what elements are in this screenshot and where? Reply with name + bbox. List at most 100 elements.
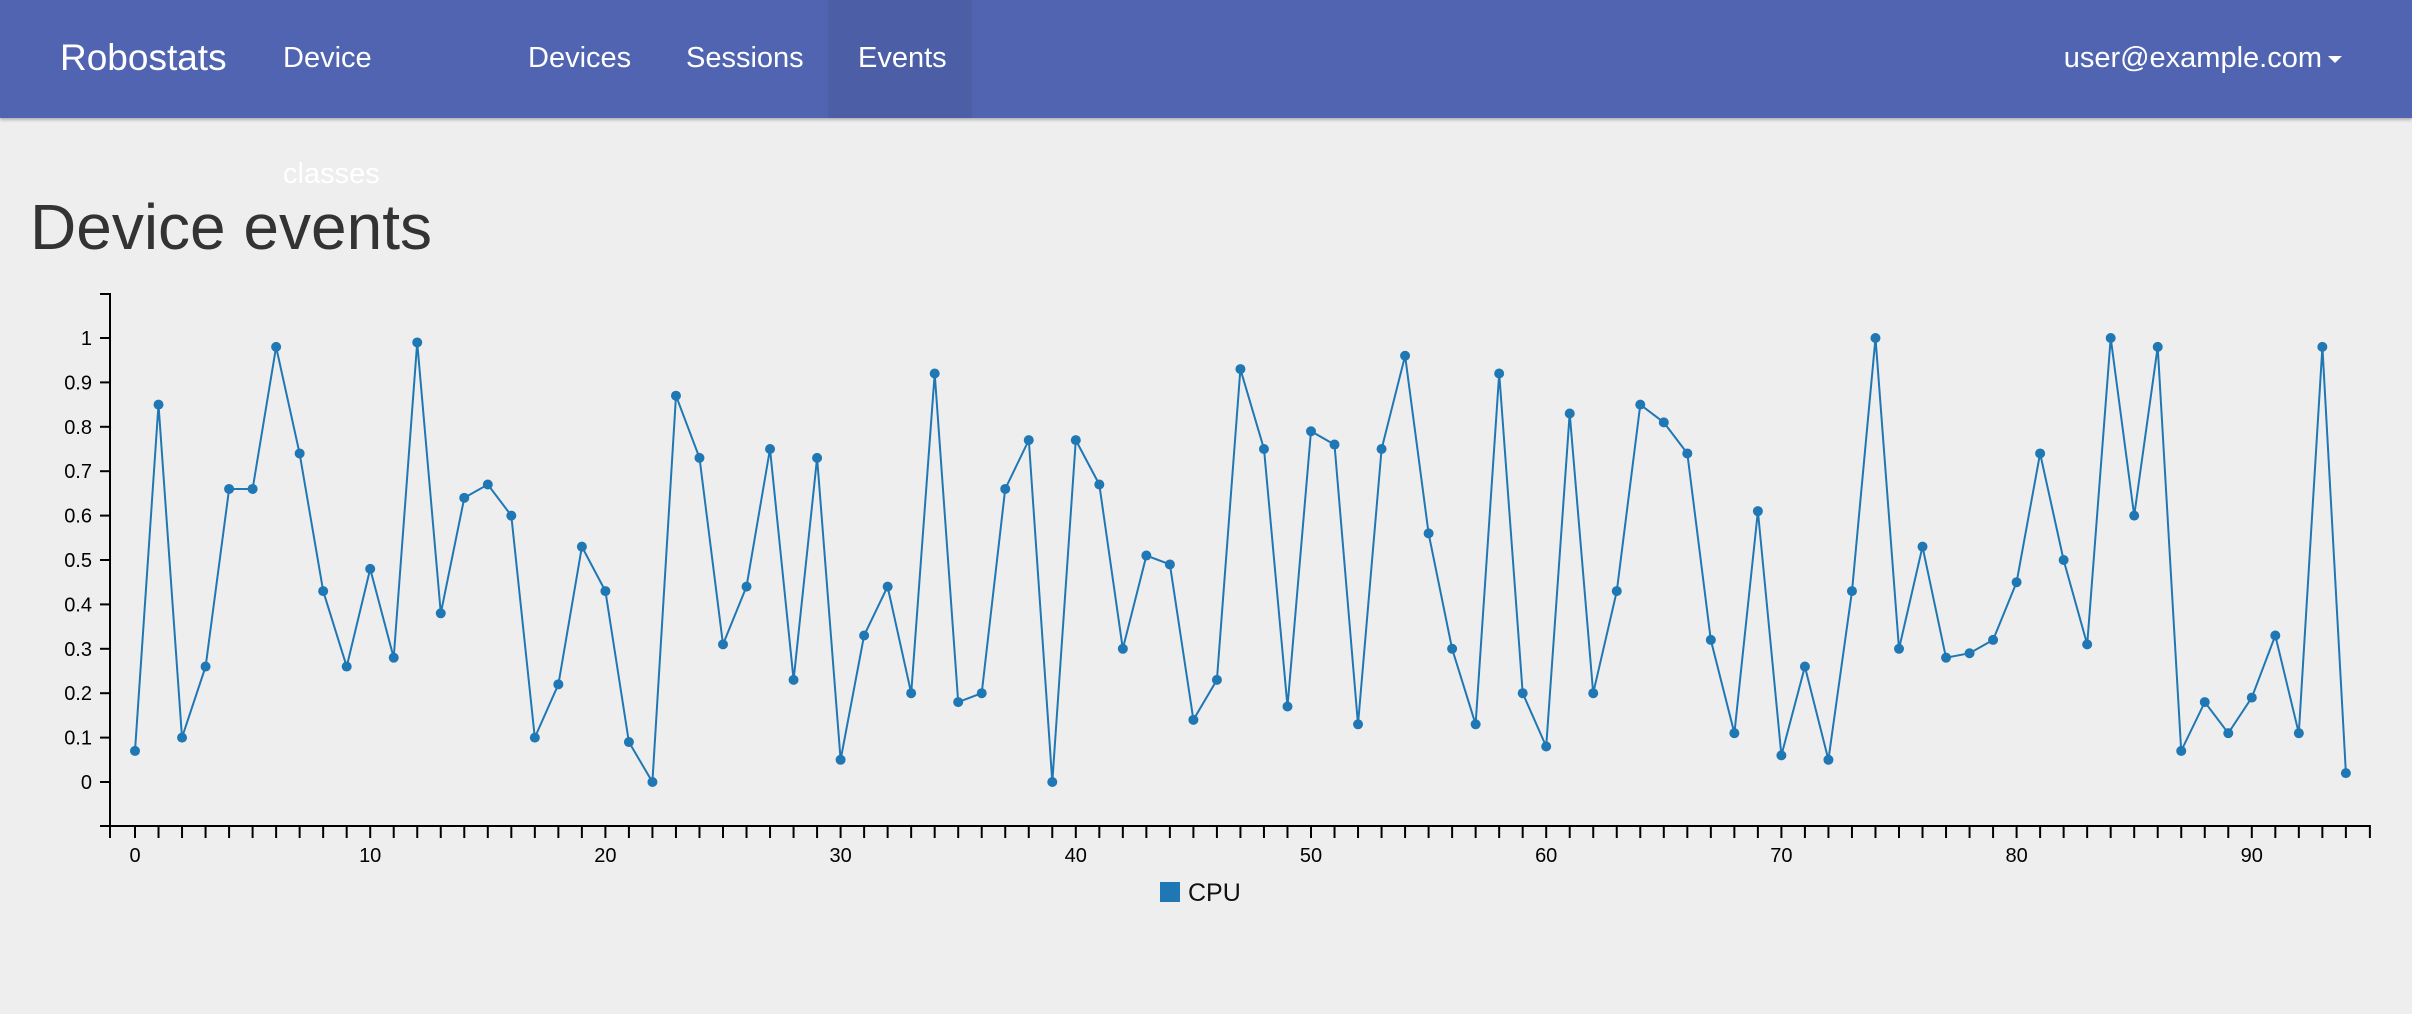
cpu-data-point (1517, 688, 1528, 699)
cpu-data-point (412, 337, 423, 348)
active-tab-highlight (828, 0, 972, 118)
navbar: Robostats Device classes Devices Session… (0, 0, 2412, 190)
cpu-data-point (1988, 634, 1999, 645)
cpu-data-point (1705, 634, 1716, 645)
cpu-data-point (1094, 479, 1105, 490)
cpu-data-point (1070, 435, 1081, 446)
user-email: user@example.com (2063, 42, 2322, 74)
cpu-data-point (506, 510, 517, 521)
cpu-data-point (953, 697, 964, 708)
legend: CPU (1160, 879, 1241, 907)
cpu-data-point (1588, 688, 1599, 699)
cpu-data-point (2082, 639, 2093, 650)
cpu-data-point (1682, 448, 1693, 459)
cpu-data-point (177, 732, 188, 743)
cpu-data-point (765, 444, 776, 454)
cpu-data-point (2011, 577, 2022, 588)
cpu-data-point (1894, 643, 1904, 654)
cpu-data-point (1211, 674, 1222, 685)
nav-events[interactable]: Events (858, 42, 947, 74)
x-tick-label: 40 (1065, 845, 1087, 867)
cpu-data-point (459, 492, 470, 503)
cpu-data-point (1376, 444, 1387, 454)
cpu-data-point (1117, 643, 1128, 654)
cpu-data-point (1658, 417, 1669, 428)
cpu-data-point (1964, 648, 1975, 659)
cpu-data-point (200, 661, 211, 672)
cpu-data-point (1611, 586, 1622, 597)
y-tick-label: 0.2 (64, 683, 92, 705)
caret-down-icon (2328, 55, 2342, 63)
cpu-data-point (1353, 719, 1364, 730)
cpu-data-point (1023, 435, 1034, 446)
cpu-data-point (1541, 741, 1552, 752)
cpu-data-point (435, 608, 446, 619)
cpu-data-point (1235, 364, 1246, 375)
cpu-data-point (929, 368, 940, 379)
nav-sessions[interactable]: Sessions (686, 42, 804, 74)
cpu-data-point (1799, 661, 1810, 672)
user-menu-dropdown[interactable]: user@example.com (2064, 0, 2342, 118)
cpu-data-point (1870, 333, 1881, 343)
cpu-data-point (1141, 550, 1152, 561)
y-axis: 0 0.1 0.2 0.3 0.4 0.5 0.6 0.7 0.8 0.9 1 (64, 293, 111, 827)
cpu-data-point (1282, 701, 1293, 712)
cpu-data-point (812, 452, 823, 463)
cpu-data-point (1400, 350, 1411, 361)
cpu-data-point (1941, 652, 1952, 663)
nav-devices[interactable]: Devices (528, 42, 632, 74)
cpu-data-point (788, 674, 799, 685)
cpu-data-point (1470, 719, 1481, 730)
cpu-data-point (1329, 439, 1340, 450)
cpu-data-point (694, 452, 705, 463)
x-tick-label: 70 (1770, 845, 1792, 867)
cpu-data-point (1729, 728, 1740, 739)
legend-swatch-cpu (1160, 882, 1180, 902)
x-tick-label: 30 (829, 845, 851, 867)
cpu-data-point (341, 661, 352, 672)
x-tick-label: 20 (594, 845, 616, 867)
y-tick-label: 0.6 (64, 506, 92, 528)
cpu-data-point (2105, 333, 2116, 343)
cpu-data-point (882, 581, 893, 592)
cpu-data-point (1047, 777, 1058, 787)
cpu-data-point (718, 639, 728, 650)
page-title: Device events (30, 191, 432, 263)
cpu-data-point (2152, 341, 2163, 352)
cpu-data-point (1423, 528, 1434, 539)
y-tick-label: 0.1 (64, 728, 92, 750)
brand-link[interactable]: Robostats (60, 37, 227, 78)
cpu-data-point (224, 483, 235, 494)
x-tick-label: 0 (129, 845, 140, 867)
x-tick-label: 10 (359, 845, 381, 867)
cpu-data-point (1846, 586, 1857, 597)
cpu-data-point (1000, 483, 1011, 494)
cpu-data-point (153, 399, 164, 410)
cpu-data-point (835, 754, 846, 765)
cpu-data-point (2270, 630, 2281, 641)
cpu-data-point (976, 688, 987, 699)
x-axis: 0 10 20 30 40 50 60 70 80 90 (109, 825, 2371, 867)
cpu-data-point (1917, 541, 1928, 552)
cpu-data-point (318, 586, 329, 597)
cpu-data-point (647, 777, 658, 787)
y-tick-label: 0 (81, 772, 92, 794)
cpu-data-point (906, 688, 917, 699)
y-tick-label: 0.9 (64, 372, 92, 394)
y-tick-label: 1 (81, 328, 92, 350)
cpu-data-point (1494, 368, 1505, 379)
cpu-data-point (1258, 444, 1269, 454)
cpu-data-point (623, 737, 634, 748)
series-layer (130, 333, 2351, 787)
cpu-data-point (2058, 555, 2069, 565)
cpu-data-point (859, 630, 870, 641)
cpu-data-point (2129, 510, 2140, 521)
cpu-data-point (2340, 768, 2351, 779)
cpu-data-point (130, 745, 140, 756)
y-tick-label: 0.7 (64, 461, 92, 483)
cpu-series-line (134, 337, 2347, 786)
cpu-data-point (365, 563, 376, 574)
nav-device-classes[interactable]: Device classes (283, 42, 380, 190)
cpu-data-point (600, 586, 611, 597)
cpu-data-point (1752, 506, 1763, 517)
